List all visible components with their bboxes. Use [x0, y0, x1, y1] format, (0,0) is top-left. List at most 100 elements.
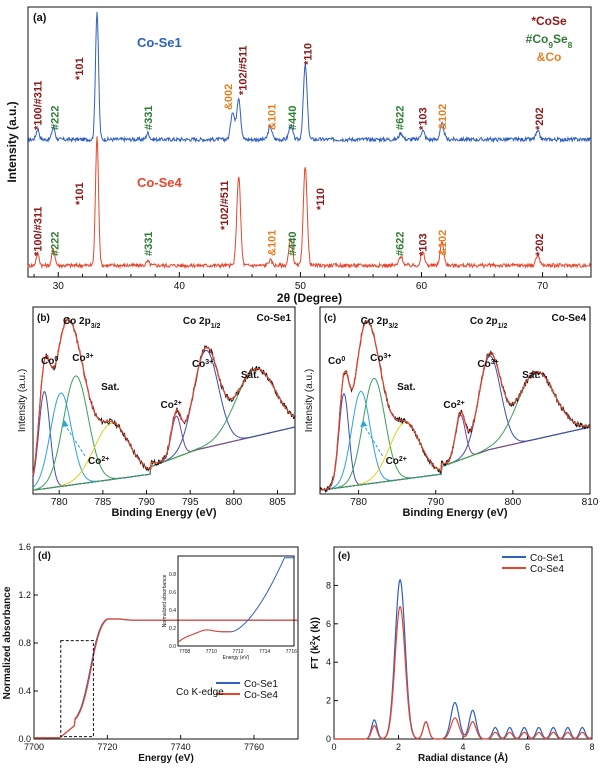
series-line: [34, 618, 298, 739]
x-tick-label: 4: [460, 742, 465, 752]
peak-annotation: #331: [143, 106, 155, 130]
peak-annotation: &002: [223, 84, 235, 110]
x-tick-label: 780: [350, 497, 367, 508]
peak-annotation: &101: [266, 230, 278, 256]
peak-label: Co2+: [161, 400, 182, 412]
inset-y-tick: 0.2: [169, 626, 176, 632]
panel-a-frame: [27, 6, 592, 278]
inset-series-line: [177, 557, 294, 643]
panel-label: (d): [38, 551, 51, 562]
panel-c-frame: [319, 306, 591, 495]
raw-spectrum: [32, 316, 295, 475]
peak-annotation: *103: [418, 107, 430, 130]
text-part: Co: [328, 356, 341, 367]
x-tick-label: 785: [95, 497, 112, 508]
panel-label: (c): [324, 313, 336, 324]
peak-annotation: #440: [287, 232, 299, 256]
x-tick-label: 800: [505, 497, 522, 508]
panel-title: Co-Se4: [552, 313, 587, 324]
legend-item: *CoSe: [531, 14, 567, 28]
text-part: χ (k)): [310, 617, 321, 641]
x-tick-label: 8: [589, 742, 594, 752]
x-tick-label: 6: [525, 742, 530, 752]
text-part: 3+: [205, 359, 213, 366]
panel-label: (b): [37, 313, 50, 324]
panel-label: (e): [338, 551, 350, 562]
fit-component: [319, 371, 590, 491]
inset-x-tick: 7710: [206, 649, 217, 655]
text-part: Co: [41, 356, 54, 367]
fit-component: [319, 422, 590, 491]
inset-x-tick: 7712: [232, 649, 243, 655]
y-tick-label: 0.4: [18, 686, 31, 696]
peak-label: Co3+: [477, 359, 498, 371]
fit-component: [319, 414, 590, 491]
y-axis-label: Intensity (a.u.): [17, 369, 28, 432]
y-tick-label: 0: [326, 734, 331, 744]
text-part: 3/2: [388, 323, 398, 330]
peak-label: Co3+: [370, 353, 391, 365]
x-tick-label: 40: [174, 281, 186, 292]
text-part: Co: [88, 456, 101, 467]
inset-y-label: Normalized absorbance: [162, 574, 168, 627]
x-tick-label: 2: [396, 742, 401, 752]
zoom-region-box: [60, 640, 94, 738]
inset-y-tick: 0.0: [169, 644, 176, 650]
x-axis-label: Binding Energy (eV): [111, 507, 216, 519]
text-part: Co: [161, 400, 174, 411]
inset-y-tick: 0.8: [169, 572, 176, 578]
legend-label: Co-Se4: [530, 564, 564, 575]
text-part: 2+: [101, 456, 109, 463]
text-part: 3/2: [91, 323, 101, 330]
inset-frame: [177, 555, 295, 647]
x-tick-label: 50: [295, 281, 307, 292]
fit-envelope: [32, 319, 295, 476]
peak-label: Co 2p3/2: [63, 316, 101, 330]
peak-label: Co0: [41, 356, 58, 368]
series-label: Co-Se4: [137, 175, 183, 190]
text-part: Co: [386, 456, 399, 467]
legend-label: Co-Se4: [244, 690, 278, 701]
x-tick-label: 60: [416, 281, 428, 292]
label-leader: [64, 423, 86, 457]
text-part: 3+: [491, 359, 499, 366]
text-part: Co 2p: [183, 316, 211, 327]
legend-label: Co-Se1: [244, 679, 278, 690]
peak-annotation: #622: [395, 106, 407, 130]
text-part: Sat.: [397, 382, 416, 393]
text-part: 0: [341, 356, 345, 363]
text-part: 8: [568, 40, 573, 50]
peak-annotation: &102: [437, 104, 449, 130]
peak-annotation: #622: [395, 232, 407, 256]
x-axis-label: Binding Energy (eV): [402, 507, 507, 519]
x-tick-label: 800: [226, 497, 243, 508]
peak-label: Co 2p1/2: [183, 316, 221, 330]
text-part: Co: [72, 353, 85, 364]
peak-label: Co3+: [192, 359, 213, 371]
text-part: Co: [192, 359, 205, 370]
xps-plot: [319, 318, 591, 494]
peak-annotation: *202: [534, 233, 546, 256]
text-part: Sat.: [522, 370, 541, 381]
text-part: #Co: [526, 32, 549, 46]
text-part: 1/2: [211, 323, 221, 330]
inset-y-tick: 0.6: [169, 590, 176, 596]
label-leader: [362, 423, 383, 457]
peak-annotation: *102/#511: [237, 45, 249, 95]
y-tick-label: 1.2: [18, 590, 31, 600]
series-line: [27, 136, 592, 270]
y-tick-label: 0.0: [18, 734, 31, 744]
fit-component: [319, 377, 590, 491]
x-tick-label: 7740: [171, 742, 191, 752]
arrow-head: [61, 420, 69, 427]
text-part: 2+: [457, 400, 465, 407]
arrow-head: [360, 420, 368, 427]
x-tick-label: 7760: [244, 742, 264, 752]
text-part: Co: [370, 353, 383, 364]
text-part: *CoSe: [531, 14, 567, 28]
text-part: 9: [548, 40, 553, 50]
peak-annotation: *101: [74, 57, 86, 80]
panel-label: (a): [33, 12, 47, 24]
x-axis-label: 2θ (Degree): [277, 291, 342, 305]
